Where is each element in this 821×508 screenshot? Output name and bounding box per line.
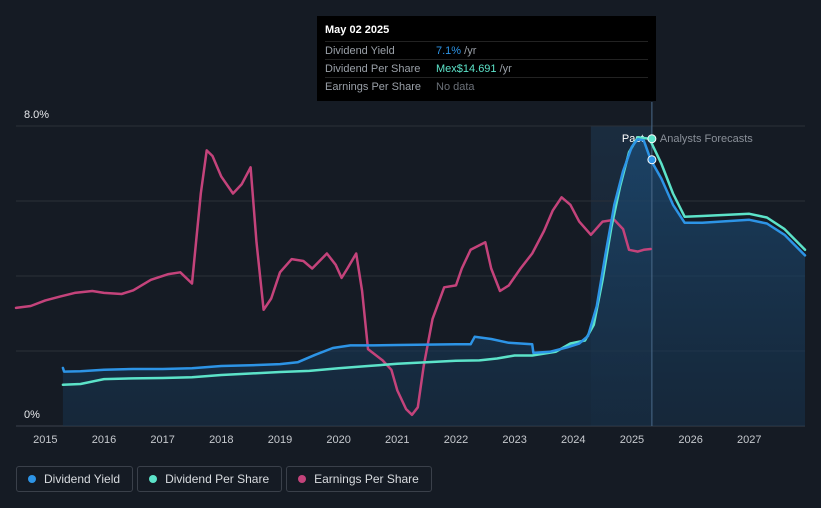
- dividend-yield-area: [62, 139, 805, 426]
- forecast-label: Analysts Forecasts: [660, 133, 753, 145]
- tooltip-date: May 02 2025: [325, 24, 390, 36]
- series-line-dividend-per-share: [61, 136, 807, 387]
- y-axis-label: 8.0%: [24, 109, 49, 121]
- tooltip-row-unit: /yr: [496, 62, 512, 75]
- x-axis-tick-label: 2021: [385, 434, 409, 446]
- x-axis-tick-label: 2018: [209, 434, 233, 446]
- x-axis-tick-label: 2015: [33, 434, 57, 446]
- x-axis-tick-label: 2024: [561, 434, 585, 446]
- tooltip-row-label: Dividend Yield: [325, 44, 395, 57]
- x-axis-tick-label: 2022: [444, 434, 468, 446]
- x-axis-tick-label: 2017: [150, 434, 174, 446]
- x-axis-tick-label: 2020: [326, 434, 350, 446]
- legend-item-dividend-per-share[interactable]: Dividend Per Share: [137, 466, 283, 492]
- x-axis-tick-label: 2023: [502, 434, 526, 446]
- dividend-per-share-marker: [647, 134, 657, 144]
- legend-dot-icon: [149, 475, 158, 483]
- x-axis-tick-label: 2027: [737, 434, 761, 446]
- series-line-earnings-per-share: [14, 149, 652, 417]
- tooltip-row-label: Dividend Per Share: [325, 62, 421, 75]
- legend-label: Dividend Per Share: [165, 472, 270, 486]
- tooltip-row-value: Mex$14.691: [436, 62, 497, 75]
- chart-tooltip: May 02 2025 Dividend Yield 7.1% /yr Divi…: [317, 16, 656, 101]
- dividend-yield-marker: [647, 155, 657, 165]
- legend-dot-icon: [28, 475, 36, 483]
- tooltip-row-dividend-per-share: Dividend Per Share Mex$14.691 /yr: [325, 59, 648, 77]
- legend-label: Dividend Yield: [44, 472, 121, 486]
- x-axis-tick-label: 2019: [268, 434, 292, 446]
- tooltip-row-label: Earnings Per Share: [325, 80, 421, 93]
- legend-label: Earnings Per Share: [314, 472, 419, 486]
- legend-item-dividend-yield[interactable]: Dividend Yield: [16, 466, 134, 492]
- past-label: Past: [622, 133, 644, 145]
- y-axis-label: 0%: [24, 409, 40, 421]
- chart-legend: Dividend Yield Dividend Per Share Earnin…: [16, 466, 432, 492]
- tooltip-row-value: 7.1%: [436, 44, 462, 57]
- tooltip-row-value: No data: [436, 80, 475, 93]
- tooltip-row-earnings-per-share: Earnings Per Share No data: [325, 77, 648, 95]
- x-axis-tick-label: 2026: [678, 434, 702, 446]
- legend-item-earnings-per-share[interactable]: Earnings Per Share: [286, 466, 432, 492]
- x-axis-tick-label: 2016: [92, 434, 116, 446]
- tooltip-row-unit: /yr: [461, 44, 477, 57]
- series-line-dividend-yield: [61, 137, 807, 373]
- x-axis-tick-label: 2025: [620, 434, 644, 446]
- legend-dot-icon: [298, 475, 307, 483]
- tooltip-row-dividend-yield: Dividend Yield 7.1% /yr: [325, 41, 648, 59]
